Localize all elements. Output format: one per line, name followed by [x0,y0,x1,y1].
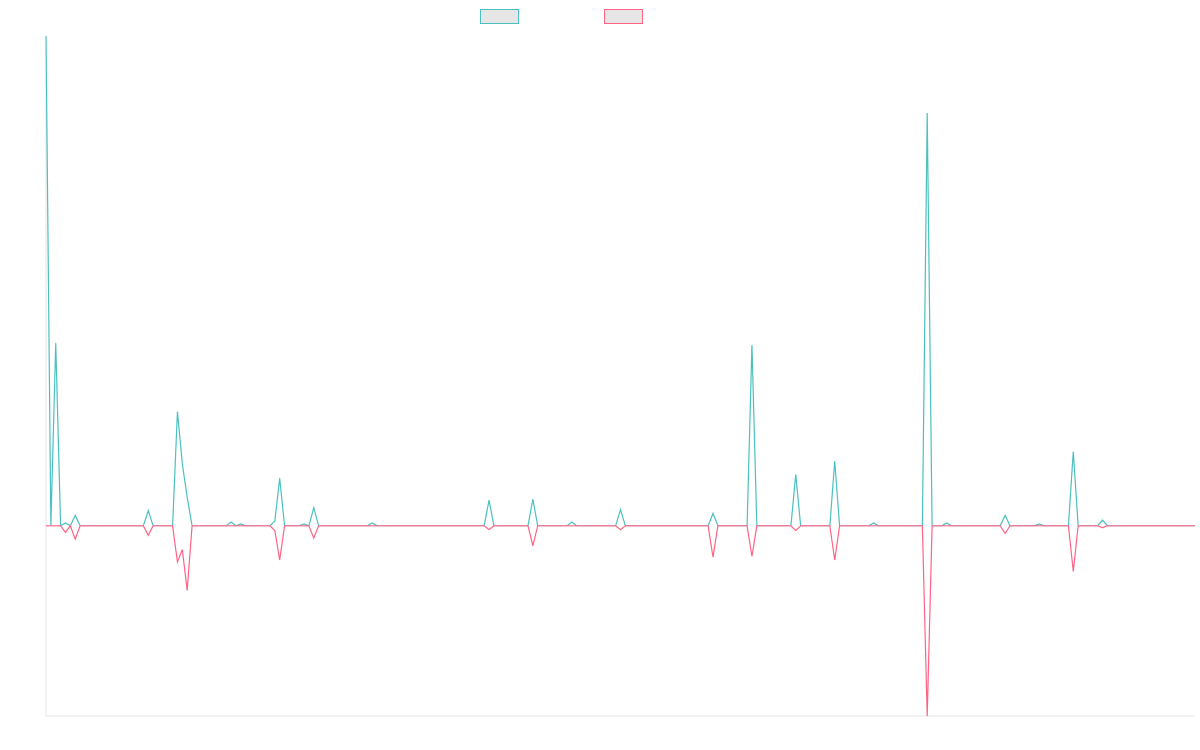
legend-swatch-series-2[interactable] [604,9,643,24]
series-line-2[interactable] [46,524,1195,717]
legend-swatch-series-1[interactable] [480,9,519,24]
series-line-1[interactable] [45,35,1195,527]
legend [0,0,1200,34]
